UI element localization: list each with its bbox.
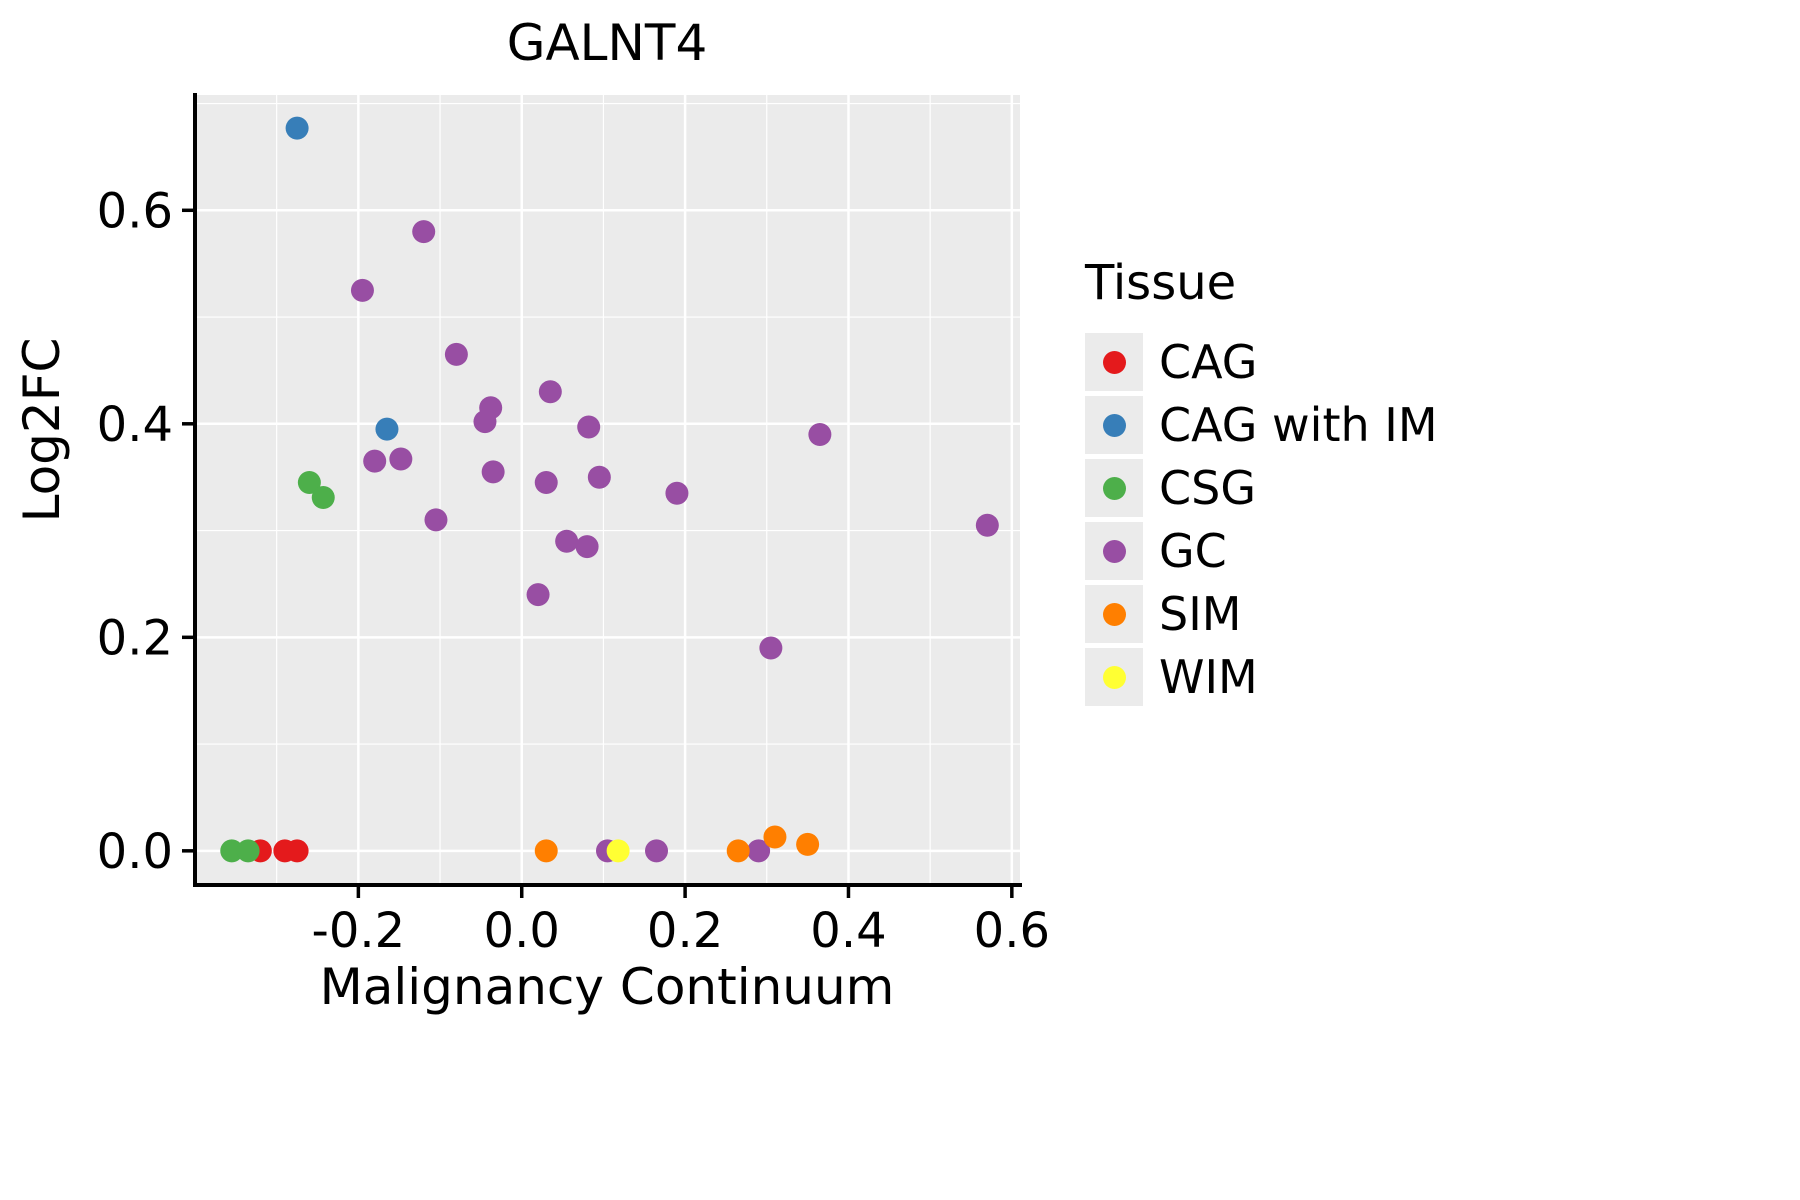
data-point — [747, 839, 771, 863]
legend-key — [1085, 585, 1143, 643]
data-point — [665, 481, 689, 505]
data-point — [363, 449, 387, 473]
legend: Tissue CAG CAG with IM CSG GC — [1085, 255, 1438, 711]
y-tick-label: 0.2 — [97, 610, 173, 666]
data-point — [538, 380, 562, 404]
legend-item-cag: CAG — [1085, 333, 1438, 391]
data-point — [389, 447, 413, 471]
data-point — [555, 529, 579, 553]
legend-item-wim: WIM — [1085, 648, 1438, 706]
y-axis-label: Log2FC — [13, 337, 71, 523]
legend-dot-icon — [1102, 602, 1126, 626]
data-point — [645, 839, 669, 863]
data-point — [606, 839, 630, 863]
x-axis-label: Malignancy Continuum — [319, 958, 895, 1016]
legend-dot-icon — [1102, 665, 1126, 689]
data-point — [412, 220, 436, 244]
data-point — [726, 839, 750, 863]
legend-item-label: SIM — [1159, 587, 1242, 641]
x-tick-label: 0.6 — [974, 903, 1050, 959]
legend-dot-icon — [1102, 476, 1126, 500]
legend-key — [1085, 522, 1143, 580]
data-point — [759, 636, 783, 660]
data-point — [763, 825, 787, 849]
legend-key — [1085, 396, 1143, 454]
data-point — [311, 485, 335, 509]
data-point — [479, 396, 503, 420]
legend-item-gc: GC — [1085, 522, 1438, 580]
data-point — [236, 839, 260, 863]
data-point — [577, 415, 601, 439]
data-point — [534, 471, 558, 495]
legend-key — [1085, 459, 1143, 517]
data-point — [975, 513, 999, 537]
data-point — [796, 832, 820, 856]
legend-dot-icon — [1102, 539, 1126, 563]
data-point — [534, 839, 558, 863]
legend-title: Tissue — [1085, 255, 1237, 311]
x-tick-label: -0.2 — [312, 903, 406, 959]
data-point — [587, 465, 611, 489]
data-point — [220, 839, 244, 863]
y-tick-label: 0.6 — [97, 183, 173, 239]
legend-key — [1085, 648, 1143, 706]
legend-item-csg: CSG — [1085, 459, 1438, 517]
plot-panel — [195, 95, 1020, 885]
legend-item-label: CSG — [1159, 461, 1256, 515]
chart-title: GALNT4 — [506, 14, 708, 72]
data-point — [526, 583, 550, 607]
legend-item-label: CAG with IM — [1159, 398, 1438, 452]
data-point — [575, 535, 599, 559]
data-point — [444, 342, 468, 366]
data-point — [350, 278, 374, 302]
data-point — [481, 460, 505, 484]
legend-item-label: WIM — [1159, 650, 1258, 704]
y-tick-label: 0.4 — [97, 397, 173, 453]
data-point — [375, 417, 399, 441]
legend-key — [1085, 333, 1143, 391]
legend-item-label: CAG — [1159, 335, 1258, 389]
x-tick-label: 0.2 — [647, 903, 723, 959]
x-tick-label: 0.4 — [810, 903, 886, 959]
y-tick-label: 0.0 — [97, 824, 173, 880]
legend-item-label: GC — [1159, 524, 1227, 578]
x-tick-label: 0.0 — [484, 903, 560, 959]
legend-item-cag-with-im: CAG with IM — [1085, 396, 1438, 454]
legend-item-sim: SIM — [1085, 585, 1438, 643]
data-point — [424, 508, 448, 532]
legend-dot-icon — [1102, 413, 1126, 437]
data-point — [808, 422, 832, 446]
legend-dot-icon — [1102, 350, 1126, 374]
data-point — [285, 116, 309, 140]
data-point — [297, 471, 321, 495]
data-point — [285, 839, 309, 863]
